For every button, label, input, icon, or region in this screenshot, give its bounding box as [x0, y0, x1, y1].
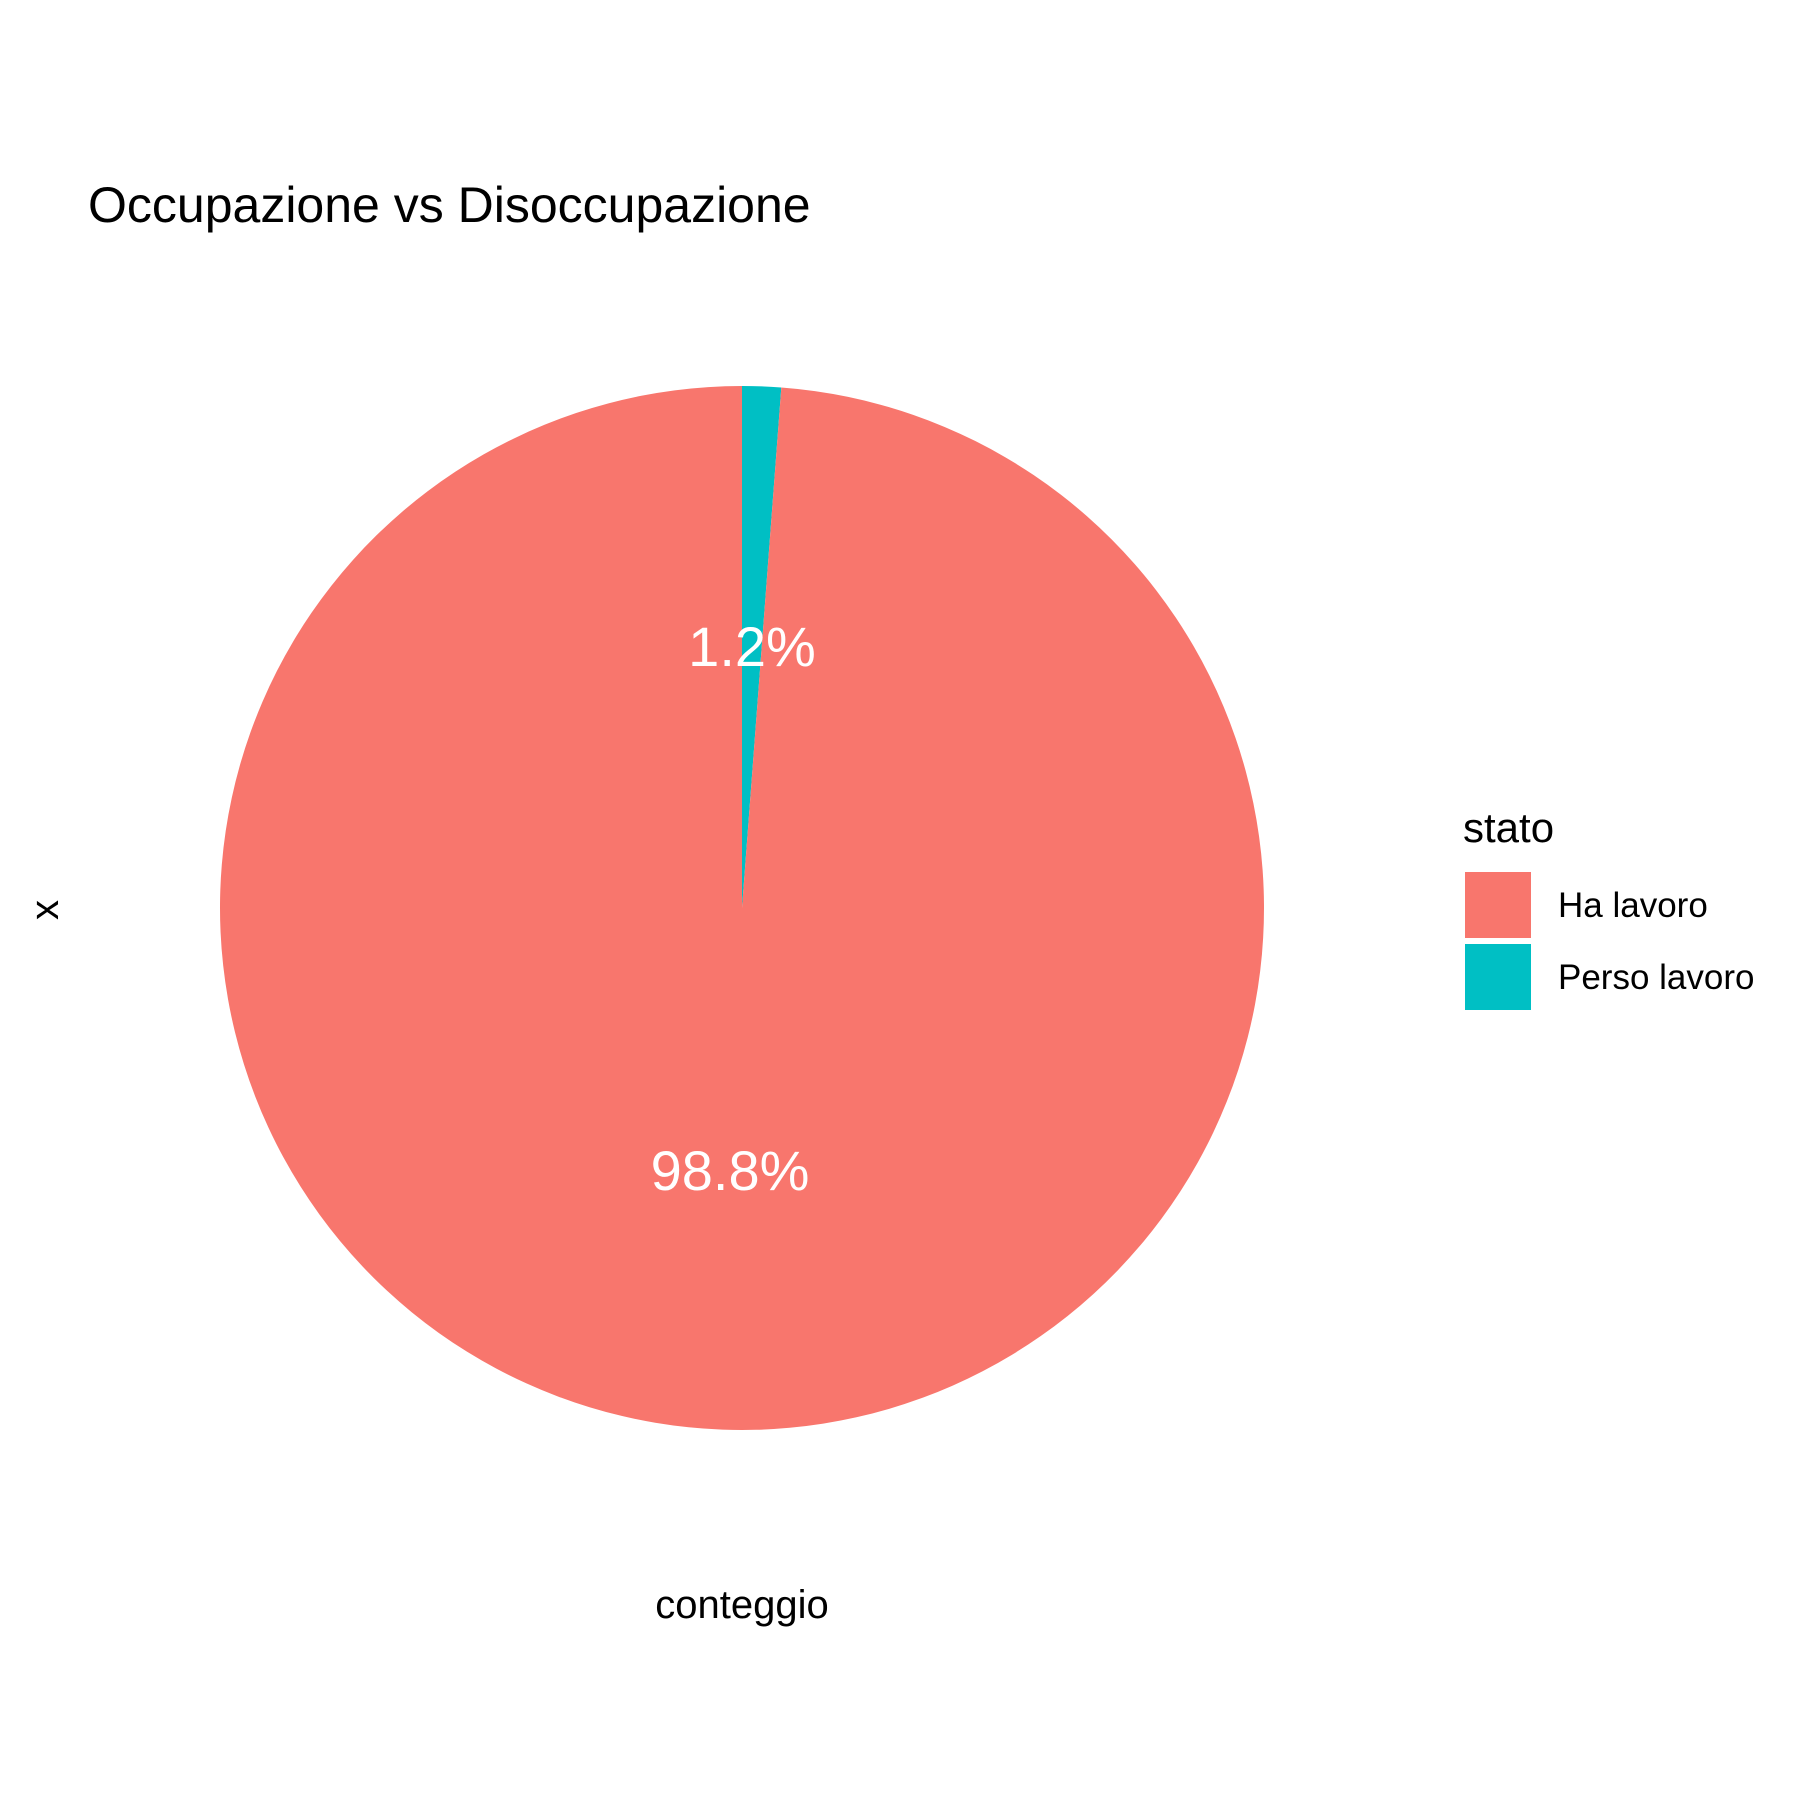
pie-slice-label: 1.2%: [688, 615, 816, 678]
x-axis-label: conteggio: [655, 1583, 828, 1627]
pie-slice-label: 98.8%: [651, 1139, 810, 1202]
legend-label: Perso lavoro: [1558, 958, 1754, 997]
pie-slice-labels: 1.2% 98.8%: [651, 615, 816, 1202]
pie-slice-ha-lavoro: [219, 386, 1264, 1431]
legend-label: Ha lavoro: [1558, 886, 1708, 925]
pie-slices: [219, 386, 1264, 1431]
legend-swatch: [1465, 944, 1531, 1010]
legend: stato Ha lavoro Perso lavoro: [1463, 804, 1754, 1010]
legend-swatch: [1465, 872, 1531, 938]
chart-title: Occupazione vs Disoccupazione: [88, 177, 811, 233]
legend-title: stato: [1463, 804, 1554, 851]
pie-slice-perso-lavoro: [742, 386, 782, 908]
y-axis-label: x: [23, 900, 67, 920]
legend-items: Ha lavoro Perso lavoro: [1465, 872, 1754, 1010]
